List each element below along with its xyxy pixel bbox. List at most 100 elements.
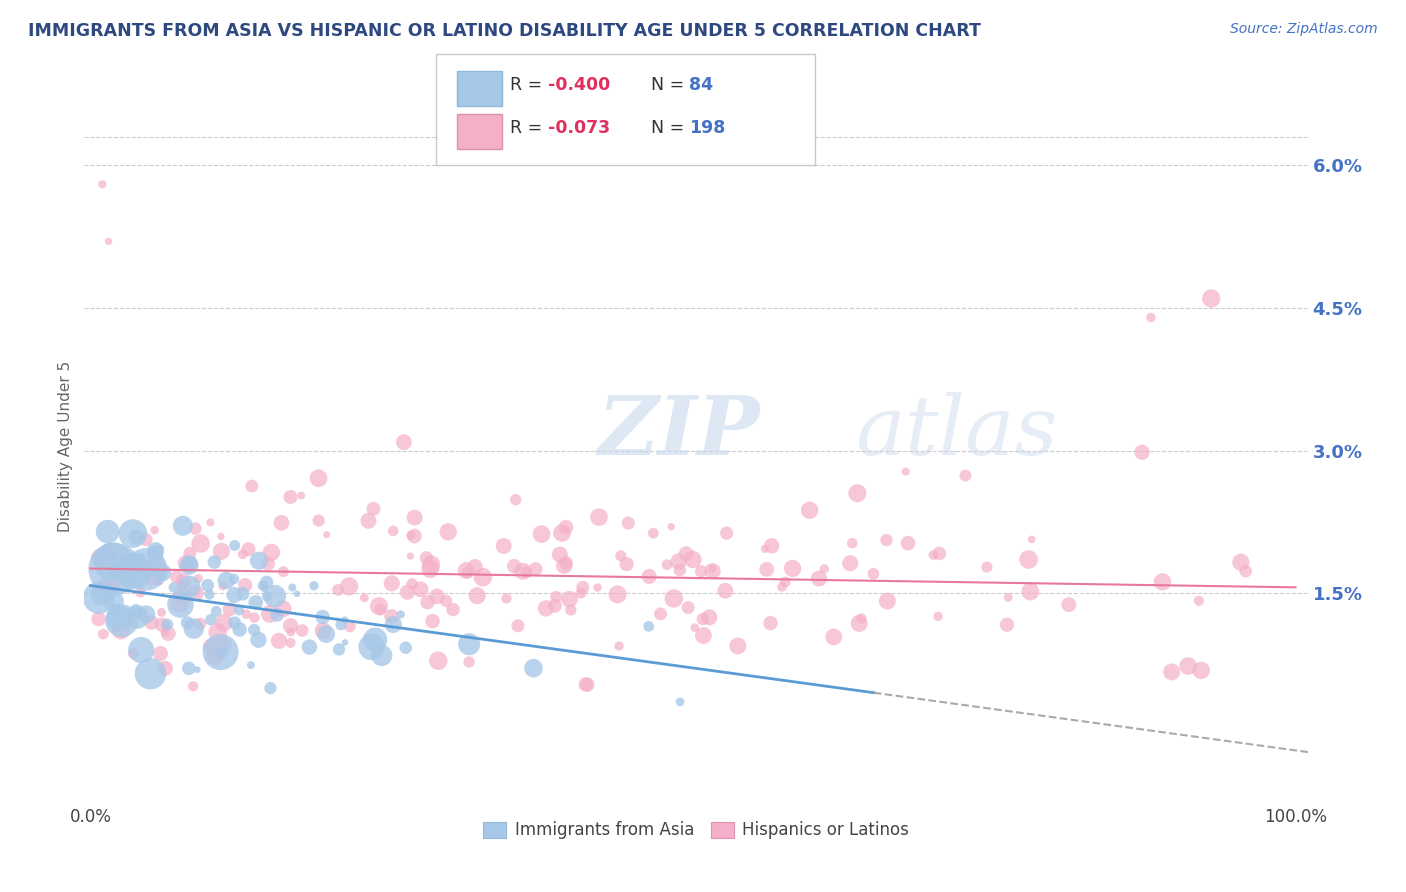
Point <box>298 640 321 654</box>
Point <box>214 638 236 652</box>
Point <box>184 586 207 600</box>
Point <box>516 566 538 580</box>
Point <box>259 607 281 621</box>
Y-axis label: Disability Age Under 5: Disability Age Under 5 <box>58 360 73 532</box>
Point <box>128 552 150 566</box>
Point <box>399 528 422 542</box>
Point <box>155 661 177 675</box>
Text: Source: ZipAtlas.com: Source: ZipAtlas.com <box>1230 22 1378 37</box>
Point <box>392 435 415 450</box>
Point <box>186 663 208 677</box>
Point <box>1234 564 1257 578</box>
Point <box>682 552 704 566</box>
Point <box>897 536 920 550</box>
Point <box>243 610 266 624</box>
Point <box>534 601 557 615</box>
Point <box>420 558 443 572</box>
Point <box>103 594 125 608</box>
Point <box>273 565 295 579</box>
Point <box>215 574 238 588</box>
Text: R =: R = <box>510 119 548 136</box>
Point <box>169 598 191 612</box>
Point <box>799 503 821 517</box>
Point <box>143 547 166 561</box>
Point <box>683 621 706 635</box>
Point <box>607 639 630 653</box>
Point <box>553 558 575 573</box>
Point <box>253 581 276 595</box>
Point <box>823 630 845 644</box>
Point <box>188 616 211 631</box>
Point <box>87 612 110 626</box>
Point <box>256 575 278 590</box>
Point <box>555 556 578 570</box>
Point <box>1057 598 1080 612</box>
Point <box>368 602 391 616</box>
Point <box>205 604 228 618</box>
Point <box>181 679 204 693</box>
Point <box>247 554 270 568</box>
Text: 84: 84 <box>689 76 713 94</box>
Point <box>200 516 222 530</box>
Point <box>551 526 574 541</box>
Point <box>183 622 205 636</box>
Point <box>280 636 302 650</box>
Point <box>122 647 145 661</box>
Point <box>125 604 148 618</box>
Point <box>97 235 120 249</box>
Point <box>419 562 441 576</box>
Point <box>129 585 152 599</box>
Point <box>554 520 576 534</box>
Point <box>256 589 278 603</box>
Point <box>107 611 129 625</box>
Point <box>692 612 714 626</box>
Point <box>312 610 335 624</box>
Point <box>894 465 917 479</box>
Point <box>754 541 776 556</box>
Point <box>955 468 977 483</box>
Point <box>668 554 690 568</box>
Point <box>928 547 950 561</box>
Point <box>389 607 412 622</box>
Point <box>291 624 314 638</box>
Point <box>100 549 122 563</box>
Point <box>339 619 361 633</box>
Point <box>427 654 450 668</box>
Point <box>495 591 517 606</box>
Point <box>669 695 692 709</box>
Text: ZIP: ZIP <box>598 392 761 472</box>
Point <box>209 645 232 659</box>
Point <box>395 640 418 655</box>
Point <box>381 576 404 591</box>
Point <box>458 655 481 669</box>
Point <box>118 574 141 589</box>
Point <box>232 587 254 601</box>
Point <box>662 591 685 606</box>
Point <box>399 549 422 563</box>
Point <box>90 587 112 601</box>
Point <box>458 637 481 651</box>
Point <box>228 623 250 637</box>
Point <box>172 518 194 533</box>
Point <box>233 578 256 592</box>
Point <box>209 529 232 543</box>
Point <box>197 578 219 592</box>
Point <box>290 489 312 503</box>
Point <box>755 562 778 576</box>
Point <box>638 569 661 583</box>
Point <box>437 524 460 539</box>
Point <box>716 526 738 541</box>
Point <box>315 627 337 641</box>
Point <box>371 648 394 663</box>
Point <box>588 510 610 524</box>
Point <box>655 558 678 572</box>
Point <box>177 661 200 675</box>
Point <box>1230 555 1253 569</box>
Point <box>174 557 197 571</box>
Point <box>271 602 294 616</box>
Point <box>89 550 111 565</box>
Point <box>503 559 526 574</box>
Point <box>610 549 633 563</box>
Point <box>328 642 350 657</box>
Point <box>207 625 229 640</box>
